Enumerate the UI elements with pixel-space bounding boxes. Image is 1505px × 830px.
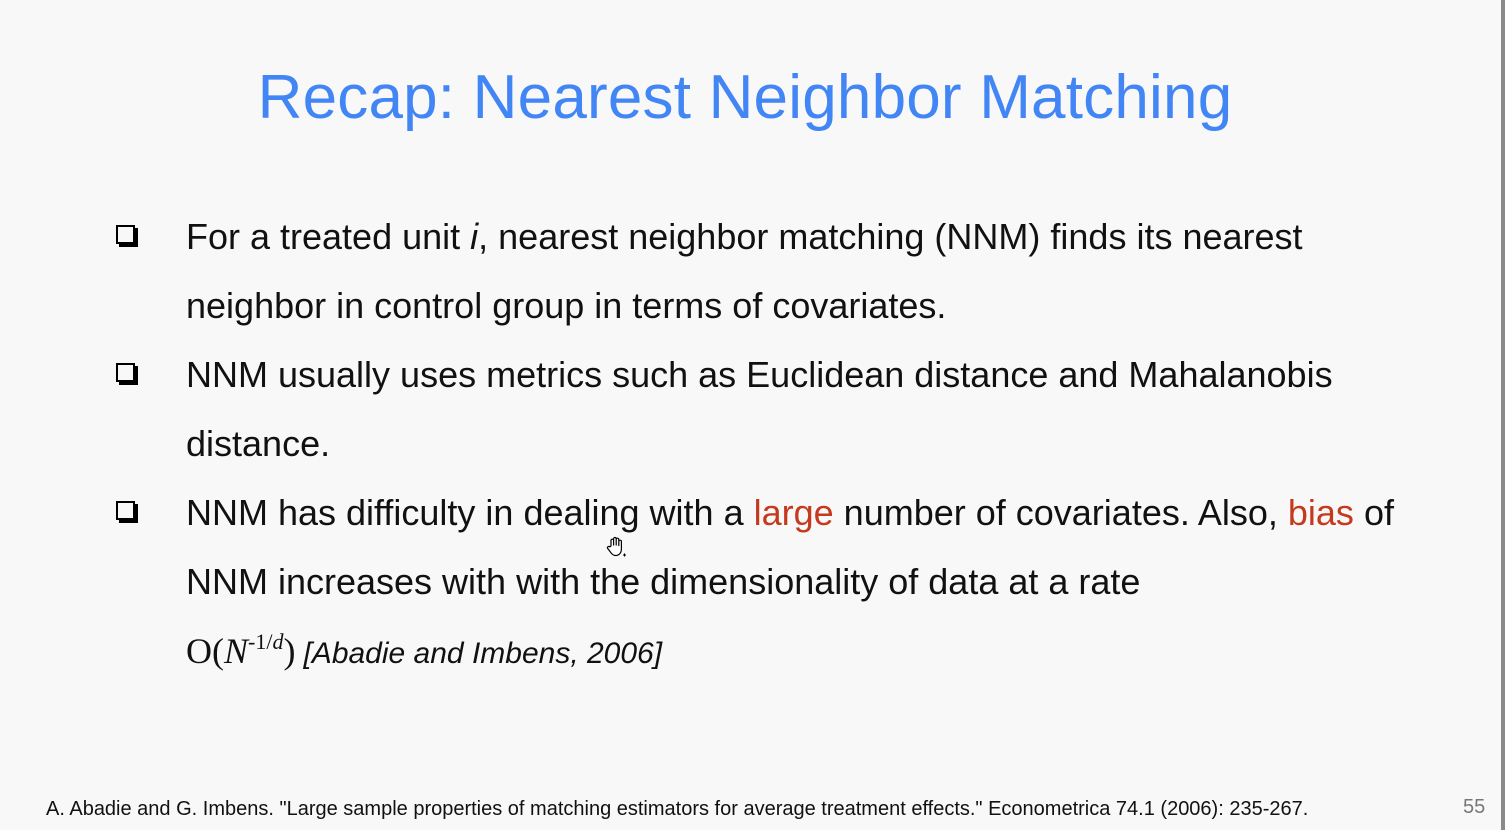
- highlight-bias: bias: [1287, 492, 1354, 533]
- page-number: 55: [1463, 796, 1486, 818]
- bullet-2-text: NNM usually uses metrics such as Euclide…: [186, 354, 1333, 464]
- bullet-1-text-a: For a treated unit: [186, 216, 471, 257]
- checkbox-icon: [116, 225, 135, 244]
- checkbox-icon: [116, 363, 135, 382]
- bullet-3-text-a: NNM has difficulty in dealing with a: [186, 492, 754, 533]
- formula-close: ): [283, 631, 296, 671]
- bullet-list: For a treated unit i, nearest neighbor m…: [110, 202, 1410, 685]
- bullet-3-text-c: of NNM increases with with the dimension…: [186, 492, 1394, 602]
- formula-exponent-var: d: [272, 629, 284, 654]
- hand-cursor-icon: [606, 536, 626, 557]
- rate-formula: O(N-1/d): [186, 629, 296, 672]
- formula-var: N: [224, 631, 249, 671]
- highlight-large: large: [753, 492, 834, 533]
- formula-open: O(: [186, 631, 224, 671]
- citation: [Abadie and Imbens, 2006]: [303, 637, 663, 670]
- bullet-1-variable: i: [470, 216, 479, 257]
- slide-title: Recap: Nearest Neighbor Matching: [257, 63, 1233, 132]
- bullet-item-2: NNM usually uses metrics such as Euclide…: [110, 340, 1410, 478]
- bullet-1-text-b: , nearest neighbor matching (NNM) finds …: [186, 216, 1303, 326]
- bullet-3-text-b: number of covariates. Also,: [833, 492, 1288, 533]
- bullet-item-1: For a treated unit i, nearest neighbor m…: [110, 202, 1410, 340]
- checkbox-icon: [116, 501, 135, 520]
- bullet-item-3: NNM has difficulty in dealing with a lar…: [110, 478, 1410, 685]
- window-edge: [1501, 0, 1505, 830]
- footnote: A. Abadie and G. Imbens. "Large sample p…: [46, 798, 1309, 820]
- formula-exponent-num: -1/: [248, 629, 273, 654]
- formula-exponent: -1/d: [248, 629, 283, 654]
- formula-line: O(N-1/d) [Abadie and Imbens, 2006]: [186, 616, 1410, 685]
